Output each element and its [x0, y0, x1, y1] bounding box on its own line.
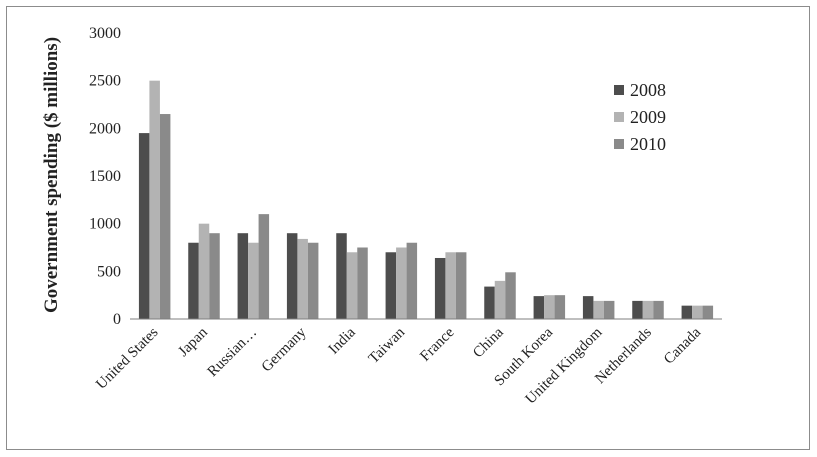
- bar-2009: [396, 247, 407, 319]
- bar-2008: [286, 233, 298, 319]
- category-label: Germany: [259, 324, 310, 375]
- y-axis-ticks: 0 500 1000 1500 2000 2500 3000: [89, 25, 121, 328]
- bar-2010: [653, 300, 664, 319]
- legend-label: 2010: [630, 134, 666, 154]
- category-label: China: [470, 324, 507, 361]
- bar-2009: [692, 305, 703, 319]
- category-label: Taiwan: [366, 324, 409, 367]
- y-axis-title: Government spending ($ millions): [41, 37, 62, 313]
- bar-2010: [357, 247, 368, 319]
- bar-2008: [533, 296, 545, 319]
- bar-2008: [237, 233, 249, 319]
- bar-2008: [188, 242, 199, 319]
- bar-2008: [138, 133, 150, 319]
- bar-2009: [494, 280, 506, 319]
- y-tick-label: 1500: [89, 168, 121, 185]
- bar-2010: [702, 305, 714, 319]
- bar-2009: [297, 238, 308, 319]
- y-tick-label: 0: [113, 311, 121, 328]
- bar-2010: [406, 242, 418, 319]
- bar-2010: [159, 114, 171, 320]
- bar-2010: [209, 233, 220, 319]
- bar-2009: [544, 295, 555, 319]
- category-label: France: [417, 324, 457, 364]
- bar-2008: [385, 252, 397, 319]
- y-tick-label: 2000: [89, 120, 121, 137]
- y-tick-label: 2500: [89, 73, 121, 90]
- bar-2009: [346, 252, 358, 319]
- legend: 2008 2009 2010: [614, 80, 666, 154]
- bar-2010: [455, 252, 467, 319]
- legend-swatch: [614, 85, 624, 95]
- bar-2009: [445, 252, 456, 319]
- bar-2008: [681, 305, 693, 319]
- bar-2010: [307, 242, 319, 319]
- y-tick-label: 3000: [89, 25, 121, 42]
- legend-swatch: [614, 139, 624, 149]
- bars: [138, 80, 714, 320]
- bar-2008: [582, 296, 594, 319]
- bar-2008: [336, 233, 347, 319]
- bar-2010: [258, 214, 270, 319]
- bar-2008: [434, 257, 446, 319]
- y-tick-label: 1000: [89, 216, 121, 233]
- legend-label: 2009: [630, 107, 666, 127]
- bar-2009: [198, 223, 210, 319]
- bar-2010: [554, 295, 566, 319]
- bar-2009: [248, 242, 259, 319]
- bar-2008: [632, 300, 643, 319]
- category-label: India: [326, 324, 359, 357]
- bar-2009: [642, 300, 654, 319]
- legend-label: 2008: [630, 80, 666, 100]
- y-tick-label: 500: [97, 263, 121, 280]
- category-label: Russian…: [205, 325, 261, 381]
- bar-2009: [593, 300, 604, 319]
- bar-2009: [149, 80, 160, 320]
- bar-2008: [484, 286, 495, 319]
- legend-swatch: [614, 112, 624, 122]
- category-label: Canada: [661, 324, 704, 367]
- bar-2010: [603, 300, 615, 319]
- bar-2010: [505, 272, 516, 319]
- category-label: Japan: [175, 324, 211, 360]
- category-label: United States: [93, 324, 161, 392]
